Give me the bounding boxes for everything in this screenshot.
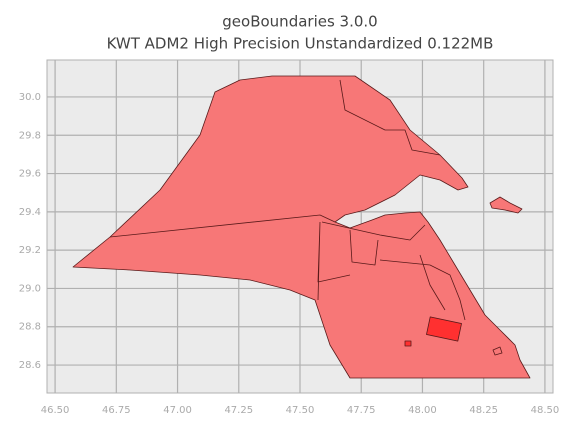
x-tick-label: 47.75 xyxy=(347,405,376,416)
y-tick-label: 29.8 xyxy=(19,130,41,141)
y-tick-label: 30.0 xyxy=(19,92,41,103)
country-outline xyxy=(72,75,531,379)
district-boundary xyxy=(109,79,466,321)
y-tick-label: 29.2 xyxy=(19,245,41,256)
island xyxy=(489,196,523,214)
y-tick-label: 29.4 xyxy=(19,207,41,218)
highlight-region xyxy=(426,316,462,342)
x-tick-label: 48.00 xyxy=(408,405,437,416)
chart-title: geoBoundaries 3.0.0 xyxy=(222,13,377,31)
x-tick-label: 47.50 xyxy=(286,405,315,416)
x-tick-label: 48.50 xyxy=(531,405,560,416)
y-tick-label: 29.0 xyxy=(19,283,41,294)
x-tick-label: 47.25 xyxy=(224,405,253,416)
y-tick-label: 28.6 xyxy=(19,360,41,371)
x-tick-label: 46.50 xyxy=(41,405,70,416)
chart-subtitle: KWT ADM2 High Precision Unstandardized 0… xyxy=(107,35,494,53)
x-tick-label: 48.25 xyxy=(469,405,498,416)
x-tick-label: 47.00 xyxy=(163,405,192,416)
y-tick-label: 28.8 xyxy=(19,322,41,333)
y-tick-label: 29.6 xyxy=(19,169,41,180)
highlight-region xyxy=(404,340,412,347)
x-tick-label: 46.75 xyxy=(102,405,131,416)
island xyxy=(492,346,503,356)
